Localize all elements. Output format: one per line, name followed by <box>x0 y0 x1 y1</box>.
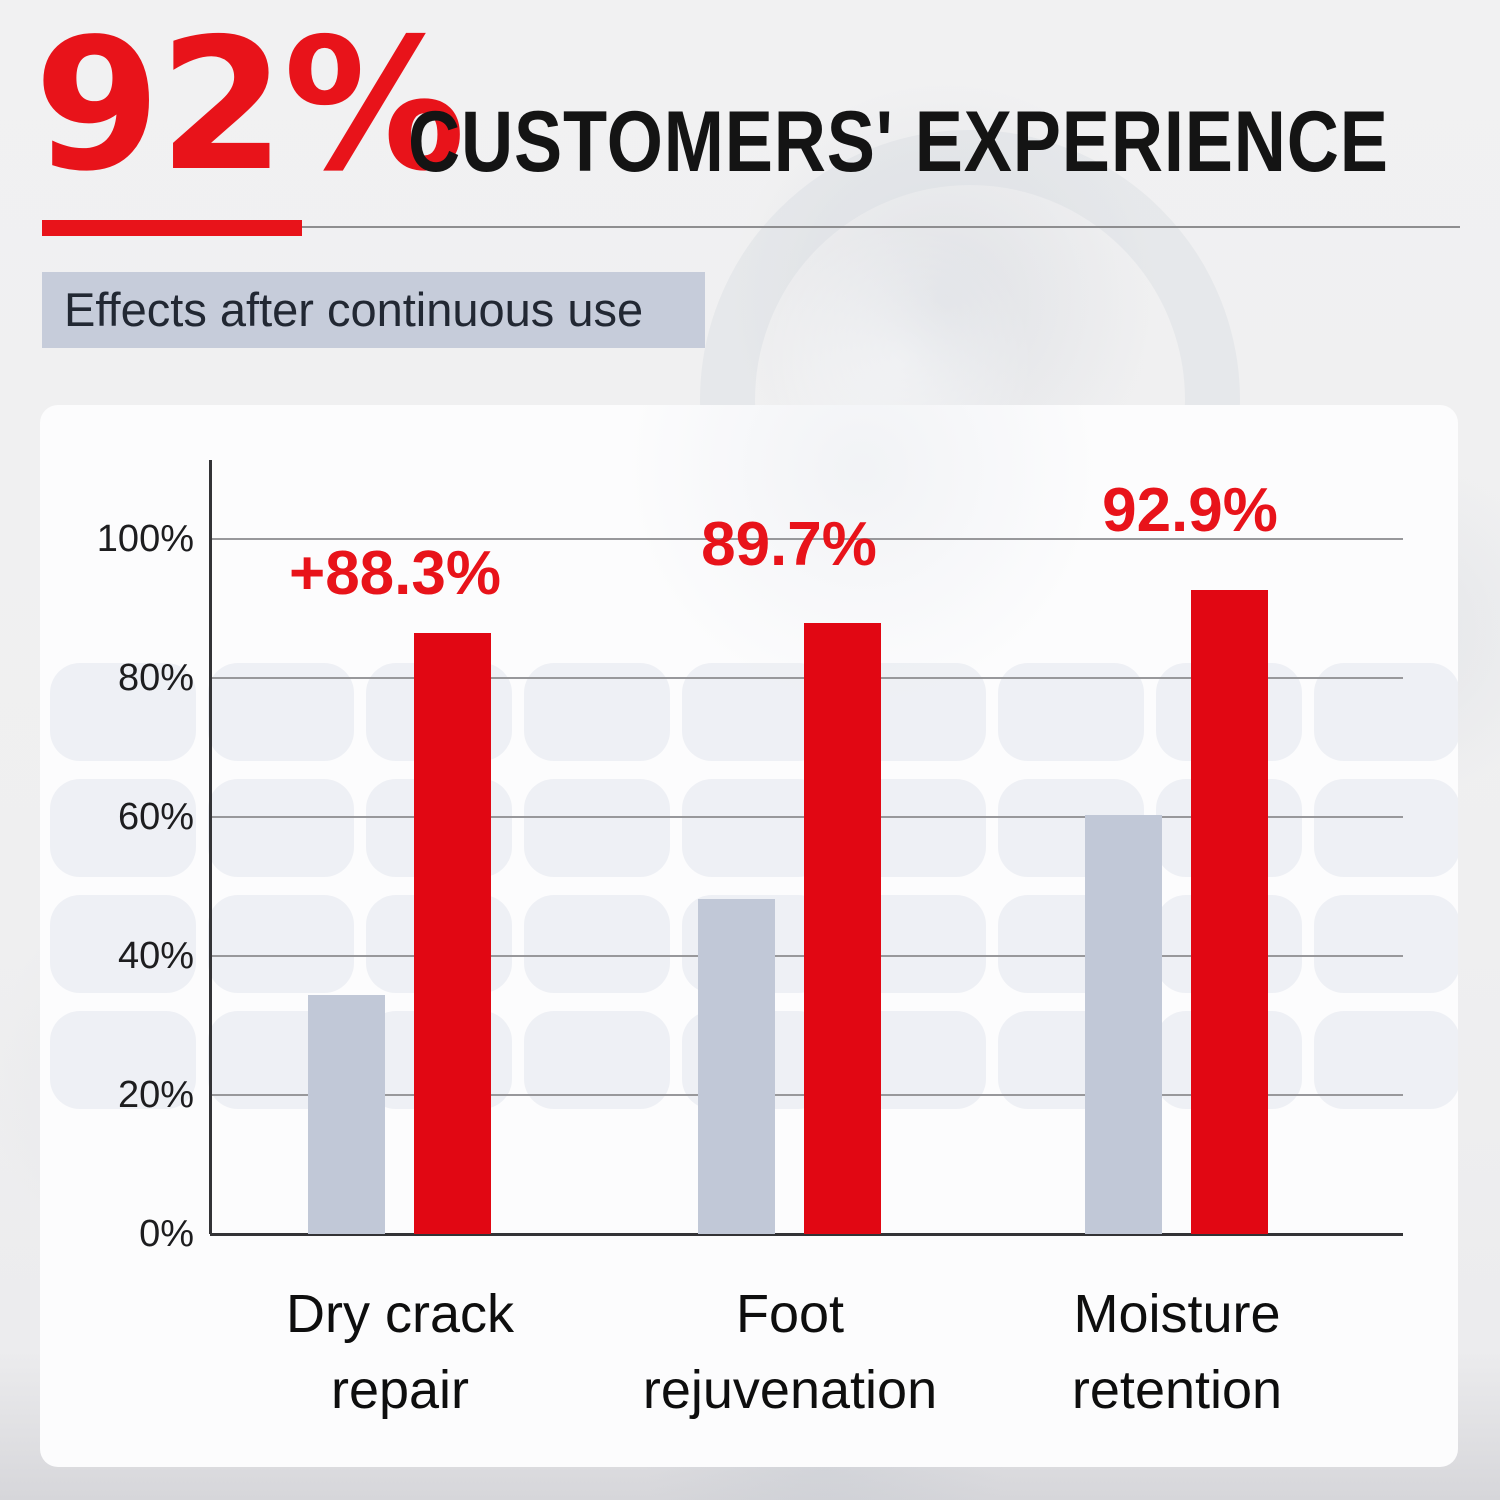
red-accent-bar <box>42 220 302 236</box>
skin-cell-decor <box>1314 779 1458 877</box>
y-axis-line <box>209 460 212 1234</box>
skin-cell-decor <box>50 895 196 993</box>
skin-cell-decor <box>524 1011 670 1109</box>
gridline-100% <box>210 538 1403 540</box>
divider-line <box>302 226 1460 228</box>
skin-cell-decor <box>998 663 1144 761</box>
subtitle-box: Effects after continuous use <box>42 272 705 348</box>
category-label-3: Moisture retention <box>1071 1284 1283 1420</box>
bar-after-use-2 <box>804 623 881 1234</box>
skin-cell-decor <box>524 895 670 993</box>
ytick-100%: 100% <box>96 518 194 560</box>
ytick-40%: 40% <box>117 935 194 977</box>
skin-cell-decor <box>1314 663 1458 761</box>
skin-cell-decor <box>50 1011 196 1109</box>
skin-cell-decor <box>208 779 354 877</box>
bar-before-use-3 <box>1085 815 1162 1234</box>
bar-before-use-2 <box>698 899 775 1234</box>
ytick-60%: 60% <box>117 796 194 838</box>
skin-cell-decor <box>1314 895 1458 993</box>
skin-cell-decor <box>682 779 828 877</box>
bar-before-use-1 <box>308 995 385 1234</box>
category-label-1: Dry crack repair <box>286 1284 514 1420</box>
subtitle-text: Effects after continuous use <box>64 283 644 336</box>
value-label-1: +88.3% <box>288 539 501 608</box>
category-label-2: Foot rejuvenation <box>642 1284 938 1420</box>
skin-cell-decor <box>524 663 670 761</box>
chart-panel: 0% 20% 40% 60% 80% 100% +88.3% Dry crack repair… <box>40 405 1458 1467</box>
skin-cell-decor <box>682 663 828 761</box>
bar-after-use-3 <box>1191 590 1268 1234</box>
ytick-0%: 0% <box>139 1213 194 1255</box>
x-axis-line <box>210 1233 1403 1236</box>
skin-cell-decor <box>524 779 670 877</box>
value-label-2: 89.7% <box>701 510 877 579</box>
skin-cell-decor <box>1314 1011 1458 1109</box>
ytick-80%: 80% <box>117 657 194 699</box>
skin-cell-decor <box>208 895 354 993</box>
headline-percent: 92% <box>34 0 466 211</box>
value-label-3: 92.9% <box>1102 476 1278 545</box>
skin-cell-decor <box>50 779 196 877</box>
ytick-20%: 20% <box>117 1074 194 1116</box>
skin-cell-decor <box>208 663 354 761</box>
bar-after-use-1 <box>414 633 491 1234</box>
headline-title: CUSTOMERS' EXPERIENCE <box>408 94 1389 190</box>
skin-cell-decor <box>50 663 196 761</box>
